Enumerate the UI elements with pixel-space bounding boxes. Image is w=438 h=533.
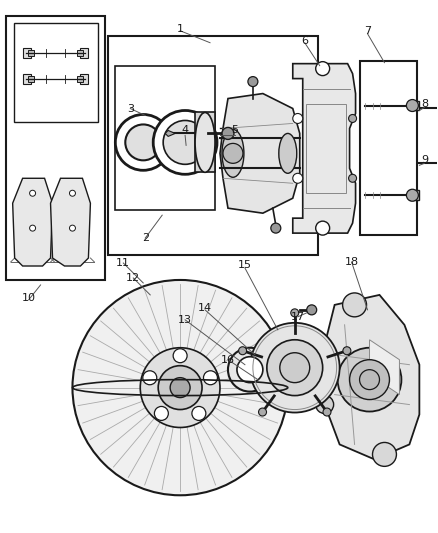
Text: 7: 7 [364,26,371,36]
Circle shape [125,124,161,160]
Circle shape [250,323,339,413]
Bar [28,50,34,55]
Bar [410,190,419,200]
Circle shape [291,309,299,317]
Text: 16: 16 [221,354,235,365]
Circle shape [307,305,317,315]
Circle shape [248,77,258,86]
Text: 9: 9 [421,155,428,165]
Ellipse shape [222,130,244,177]
Bar [115,66,215,210]
Text: 12: 12 [126,273,140,283]
Circle shape [316,62,330,76]
Circle shape [316,395,334,414]
Bar [78,50,83,55]
Polygon shape [323,295,419,459]
Bar [23,74,31,84]
Bar [23,47,31,58]
Text: 4: 4 [181,125,189,135]
Bar [28,76,34,82]
Ellipse shape [195,112,215,172]
Bar [81,47,88,58]
Text: 5: 5 [231,125,238,135]
Circle shape [153,110,217,174]
Circle shape [173,349,187,362]
Circle shape [158,366,202,409]
Bar [78,76,83,82]
Bar [195,112,215,172]
Bar [81,74,88,84]
Circle shape [349,115,357,123]
Circle shape [30,190,35,196]
Circle shape [155,407,168,421]
Text: 1: 1 [177,24,184,34]
Circle shape [143,371,157,385]
Circle shape [406,189,418,201]
Circle shape [267,340,323,395]
Text: 6: 6 [301,36,308,46]
Circle shape [372,442,396,466]
Circle shape [140,348,220,427]
Text: 18: 18 [345,257,359,267]
Text: 8: 8 [421,99,428,109]
Circle shape [70,225,75,231]
Circle shape [316,356,334,374]
Bar [6,16,106,280]
Circle shape [271,223,281,233]
Circle shape [350,360,389,400]
Circle shape [406,100,418,111]
Circle shape [30,225,35,231]
Polygon shape [13,178,53,266]
Circle shape [70,190,75,196]
Bar [360,61,417,235]
Circle shape [170,378,190,398]
Circle shape [338,348,401,411]
Circle shape [343,347,351,355]
Circle shape [192,407,206,421]
Circle shape [316,221,330,235]
Circle shape [258,408,266,416]
Circle shape [293,114,303,124]
Circle shape [343,293,367,317]
Bar [410,101,419,110]
Circle shape [360,370,379,390]
Circle shape [222,127,234,140]
Bar [306,103,346,193]
Polygon shape [50,178,90,266]
Ellipse shape [279,133,297,173]
Bar [108,36,318,255]
Polygon shape [220,94,300,213]
Circle shape [223,143,243,163]
Circle shape [115,115,171,171]
Text: 17: 17 [291,312,305,322]
Polygon shape [293,63,356,233]
Text: 13: 13 [178,315,192,325]
Circle shape [163,120,207,164]
Circle shape [72,280,288,495]
Text: 2: 2 [141,233,149,243]
Text: 15: 15 [238,260,252,270]
Polygon shape [370,340,399,394]
Circle shape [228,348,272,392]
Circle shape [237,357,263,383]
Polygon shape [165,131,175,136]
Bar [14,23,99,123]
Circle shape [323,408,331,416]
Circle shape [204,371,217,385]
Text: 10: 10 [21,293,35,303]
Text: 14: 14 [198,303,212,313]
Circle shape [280,353,310,383]
Text: 3: 3 [127,103,134,114]
Circle shape [293,173,303,183]
Text: 11: 11 [117,258,130,268]
Circle shape [239,347,247,355]
Circle shape [349,174,357,182]
